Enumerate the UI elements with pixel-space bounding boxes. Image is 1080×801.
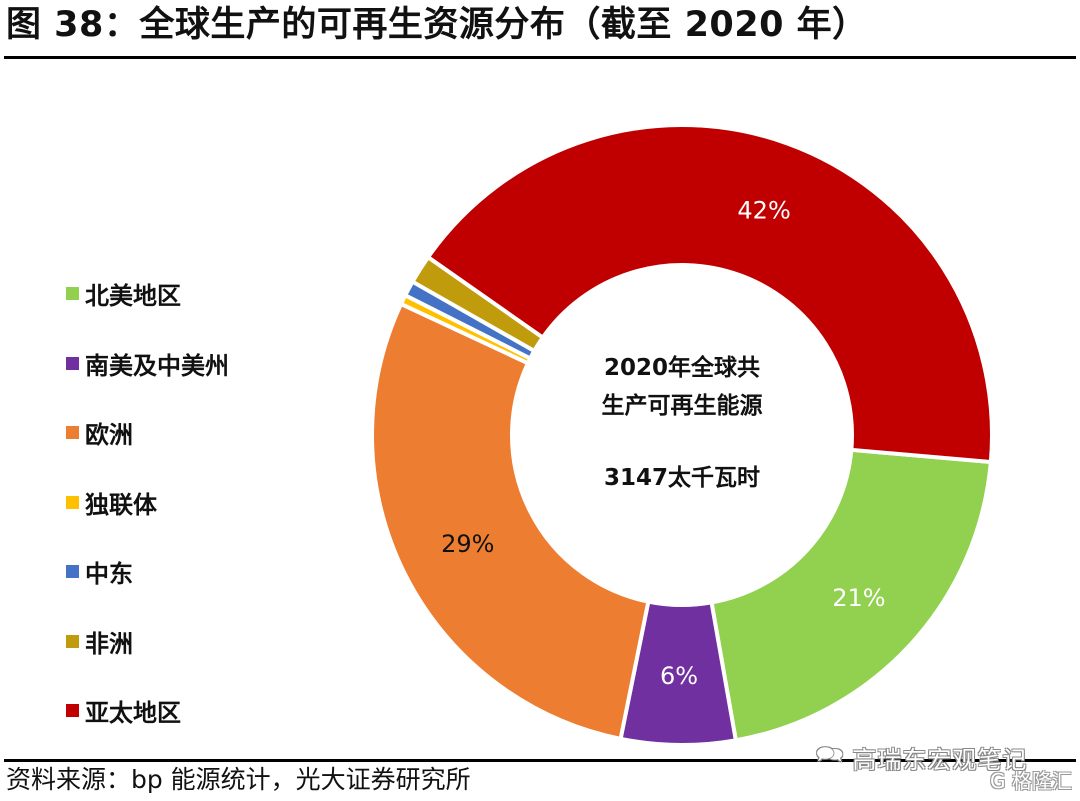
- legend-swatch: [66, 426, 79, 439]
- legend: 北美地区 南美及中美州 欧洲 独联体 中东 非洲 亚太地区: [66, 276, 229, 763]
- legend-swatch: [66, 287, 79, 300]
- data-label-1: 6%: [660, 662, 698, 690]
- legend-item: 欧洲: [66, 415, 229, 450]
- legend-item: 中东: [66, 554, 229, 589]
- watermark-text: 高瑞东宏观笔记: [852, 745, 1028, 774]
- legend-item: 非洲: [66, 624, 229, 659]
- data-label-0: 21%: [832, 584, 885, 612]
- brand-logo-icon: G: [990, 769, 1006, 793]
- legend-label: 非洲: [85, 629, 133, 658]
- legend-swatch: [66, 495, 79, 509]
- watermark-brand-text: 格隆汇: [1011, 769, 1072, 793]
- donut-slice-6: [425, 123, 994, 465]
- legend-swatch: [66, 565, 79, 578]
- wechat-icon: 🗪: [816, 743, 845, 768]
- legend-label: 亚太地区: [85, 699, 181, 727]
- watermark-brand: G 格隆汇: [990, 765, 1072, 794]
- legend-item: 北美地区: [66, 276, 229, 311]
- data-label-2: 29%: [441, 530, 494, 558]
- legend-item: 亚太地区: [66, 693, 229, 728]
- chart-title: 图 38：全球生产的可再生资源分布（截至 2020 年）: [6, 5, 868, 45]
- center-label-total: 3147太千瓦时: [603, 465, 760, 491]
- legend-item: 独联体: [66, 485, 229, 520]
- legend-swatch: [66, 356, 79, 370]
- legend-swatch: [66, 634, 79, 648]
- center-label-line1: 2020年全球共: [603, 355, 760, 381]
- source-note: 资料来源：bp 能源统计，光大证券研究所: [6, 765, 471, 794]
- legend-item: 南美及中美州: [66, 346, 229, 381]
- legend-swatch: [66, 704, 79, 717]
- legend-label: 南美及中美州: [85, 351, 229, 380]
- source-divider: [4, 759, 1076, 762]
- center-label-line2: 生产可再生能源: [601, 393, 763, 419]
- legend-label: 独联体: [85, 490, 157, 519]
- legend-label: 欧洲: [85, 421, 133, 449]
- watermark: 🗪 高瑞东宏观笔记: [816, 738, 1027, 776]
- legend-label: 中东: [85, 560, 133, 588]
- donut-slice-2: [370, 301, 651, 742]
- legend-label: 北美地区: [85, 282, 181, 310]
- data-label-6: 42%: [737, 196, 790, 224]
- title-divider: [4, 56, 1076, 59]
- donut-slice-0: [709, 447, 993, 743]
